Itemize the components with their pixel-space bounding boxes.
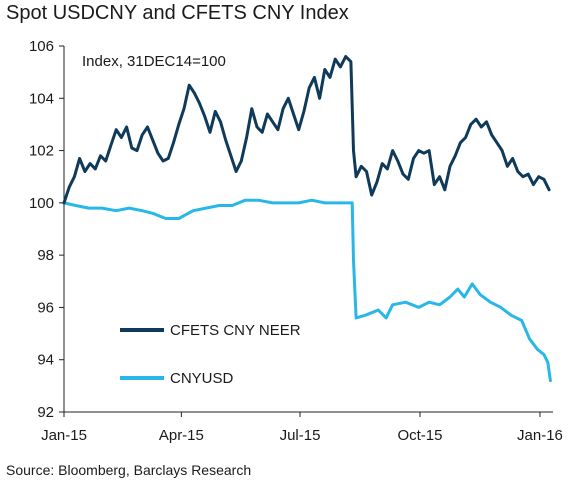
series-line-cfets-cny-neer	[62, 55, 551, 205]
source-note: Source: Bloomberg, Barclays Research	[6, 462, 252, 478]
y-tick-label: 96	[37, 299, 54, 316]
y-tick-label: 100	[29, 195, 54, 212]
y-tick-label: 92	[37, 404, 54, 421]
chart-legend: CFETS CNY NEER CNYUSD	[120, 322, 301, 387]
legend-label-cfets-cny-neer: CFETS CNY NEER	[170, 322, 301, 339]
y-tick-label: 106	[29, 38, 54, 55]
x-tick-label: Apr-15	[159, 427, 204, 444]
axis-ticks: 92 94 96 98 100 102 104 106 Jan-15 Apr-15 Jul-15 Oc…	[29, 38, 563, 444]
y-tick-label: 98	[37, 247, 54, 264]
y-tick-label: 104	[29, 90, 54, 107]
y-tick-label: 94	[37, 352, 54, 369]
chart-annotation: Index, 31DEC14=100	[82, 53, 226, 70]
series-line-cnyusd	[62, 198, 552, 383]
x-tick-label: Jan-16	[517, 427, 563, 444]
chart-series	[62, 55, 552, 383]
y-tick-label: 102	[29, 143, 54, 160]
x-tick-label: Jan-15	[41, 427, 87, 444]
chart-axes	[63, 46, 553, 413]
x-tick-label: Jul-15	[280, 427, 321, 444]
legend-label-cnyusd: CNYUSD	[170, 370, 234, 387]
chart-title: Spot USDCNY and CFETS CNY Index	[6, 2, 349, 24]
x-tick-label: Oct-15	[397, 427, 442, 444]
